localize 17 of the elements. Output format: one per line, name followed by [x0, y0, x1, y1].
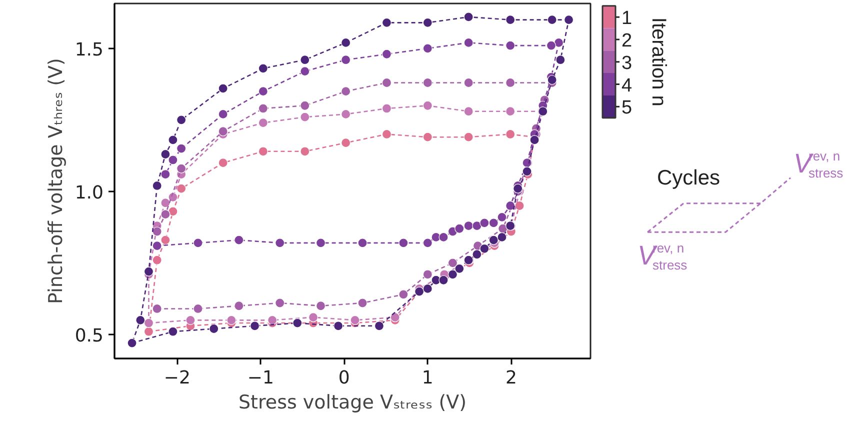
- legend-title: Iteration n: [648, 17, 670, 106]
- y-tick-label: 1.5: [74, 39, 104, 60]
- legend-label: 4: [622, 75, 632, 96]
- y-tick-label: 0.5: [74, 325, 104, 346]
- x-tick-label: −2: [164, 368, 190, 388]
- legend-label: 2: [622, 30, 632, 52]
- legend-label: 1: [622, 8, 632, 30]
- legend-label: 3: [622, 52, 632, 74]
- x-axis-title: Stress voltage Vₛₜᵣₑₛₛ (V): [238, 392, 467, 414]
- legend-label: 5: [622, 98, 632, 119]
- y-axis-title: Pinch-off voltage Vₜₕᵣₑₛ (V): [44, 58, 67, 304]
- x-tick-label: 0: [338, 368, 350, 388]
- x-tick-label: 2: [505, 368, 517, 388]
- x-tick-label: 1: [422, 368, 434, 388]
- y-tick-label: 1.0: [74, 182, 104, 204]
- x-tick-label: −1: [247, 368, 274, 388]
- text: Cycles: [656, 166, 720, 190]
